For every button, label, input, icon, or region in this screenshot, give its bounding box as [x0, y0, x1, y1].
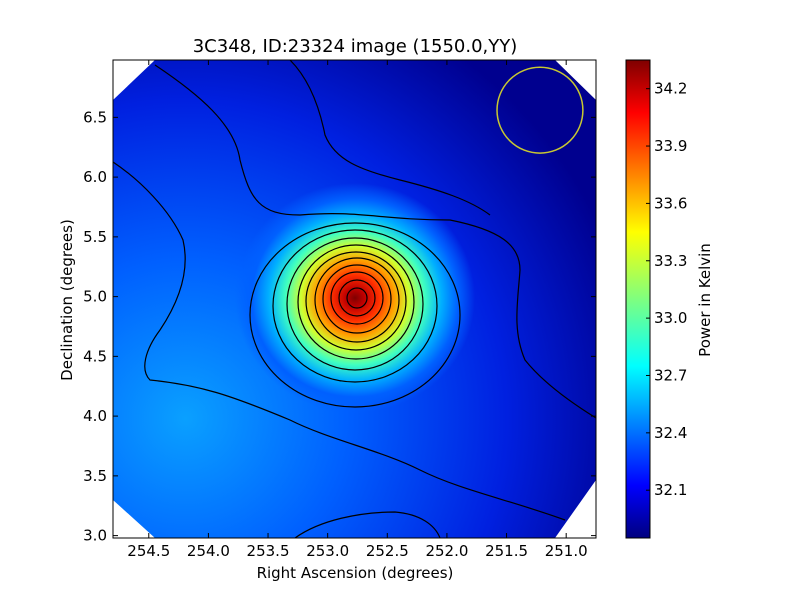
- colorbar-label: Power in Kelvin: [696, 243, 714, 357]
- x-axis-label: Right Ascension (degrees): [257, 564, 454, 582]
- colorbar-tick-label: 33.6: [654, 194, 687, 212]
- y-tick-label: 5.5: [83, 228, 107, 246]
- colorbar-tick-label: 33.9: [654, 137, 687, 155]
- y-tick-label: 4.0: [83, 407, 107, 425]
- colorbar-tick-label: 33.3: [654, 252, 687, 270]
- y-tick-label: 3.5: [83, 467, 107, 485]
- x-tick-label: 252.5: [366, 542, 409, 560]
- colorbar-tick-label: 32.7: [654, 366, 687, 384]
- y-tick-label: 6.5: [83, 108, 107, 126]
- contour-level-2: [272, 229, 438, 383]
- contour-level-5: [305, 251, 407, 351]
- colorbar-tick-label: 32.1: [654, 481, 687, 499]
- colorbar-ticks: 32.1 32.4 32.7 33.0 33.3 33.6 33.9 34.2: [646, 80, 687, 499]
- x-axis: 254.5 254.0 253.5 253.0 252.5 252.0 251.5 251.0: [127, 60, 588, 560]
- colorbar-gradient: [625, 59, 651, 539]
- plot-frame: [112, 59, 597, 539]
- contour-line-south: [294, 511, 441, 538]
- contour-level-3: [286, 237, 424, 371]
- chart-title: 3C348, ID:23324 image (1550.0,YY): [193, 36, 518, 57]
- colorbar-tick-label: 33.0: [654, 309, 687, 327]
- contour-line-outer-ne: [154, 64, 596, 419]
- colorbar: 32.1 32.4 32.7 33.0 33.3 33.6 33.9 34.2 Power i…: [625, 59, 714, 539]
- x-tick-label: 251.0: [545, 542, 588, 560]
- beam-circle: [496, 66, 584, 154]
- y-tick-label: 6.0: [83, 168, 107, 186]
- contour-level-4: [297, 244, 415, 360]
- plot-area: [112, 59, 597, 539]
- contour-level-10: [346, 287, 368, 309]
- contour-line-top: [289, 60, 491, 216]
- heatmap-source-blob: [235, 183, 475, 413]
- x-tick-label: 251.5: [485, 542, 528, 560]
- y-tick-label: 5.0: [83, 288, 107, 306]
- contour-level-8: [330, 271, 384, 325]
- y-axis: 3.0 3.5 4.0 4.5 5.0 5.5 6.0 6.5: [83, 108, 596, 545]
- y-tick-label: 4.5: [83, 347, 107, 365]
- y-axis-label: Declination (degrees): [58, 219, 76, 381]
- colorbar-tick-label: 32.4: [654, 424, 687, 442]
- x-tick-label: 254.0: [187, 542, 230, 560]
- x-tick-label: 254.5: [127, 542, 170, 560]
- contour-level-7: [322, 264, 392, 334]
- x-tick-label: 253.5: [247, 542, 290, 560]
- contour-level-1: [249, 222, 461, 408]
- x-tick-label: 253.0: [306, 542, 349, 560]
- y-tick-label: 3.0: [83, 527, 107, 545]
- contour-level-6: [314, 257, 400, 343]
- contour-lines: [113, 60, 596, 538]
- colorbar-tick-label: 34.2: [654, 80, 687, 98]
- contour-level-9: [338, 279, 376, 317]
- x-tick-label: 252.0: [425, 542, 468, 560]
- contour-line-west: [113, 161, 566, 521]
